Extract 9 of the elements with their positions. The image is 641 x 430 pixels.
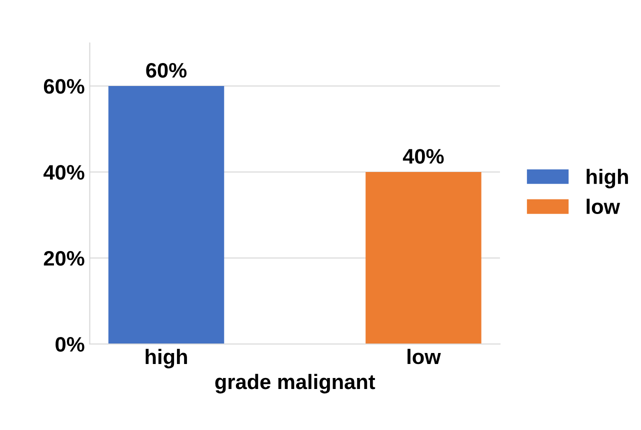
legend-label: low [586,198,620,214]
y-tick-label: 40% [44,165,84,180]
data-label: 40% [402,148,444,164]
y-tick-label: 20% [44,251,84,266]
legend-label: high [586,168,628,188]
x-axis-title: grade malignant [215,374,376,394]
y-tick-label: 60% [44,79,84,94]
data-label: 60% [146,62,187,78]
y-tick-label: 0% [56,337,84,352]
